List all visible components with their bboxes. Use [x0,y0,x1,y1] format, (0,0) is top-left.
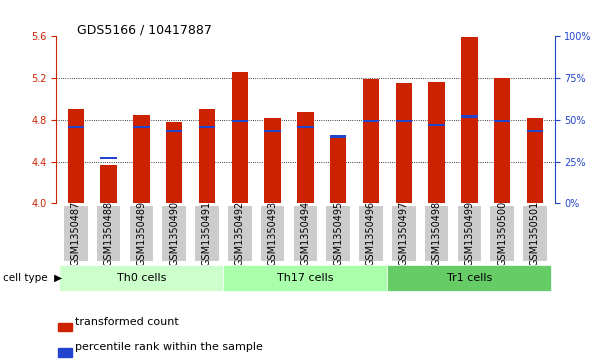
Bar [363,79,379,203]
Bar [199,109,215,203]
FancyBboxPatch shape [97,206,120,261]
Bar [231,119,248,122]
Bar [264,130,281,132]
Text: Th17 cells: Th17 cells [277,273,333,283]
FancyBboxPatch shape [490,206,514,261]
Bar [527,118,543,203]
FancyBboxPatch shape [60,265,224,291]
Text: GSM1350489: GSM1350489 [136,201,146,266]
Text: GSM1350490: GSM1350490 [169,201,179,266]
Text: transformed count: transformed count [75,317,179,327]
FancyBboxPatch shape [392,206,415,261]
Text: GSM1350500: GSM1350500 [497,201,507,266]
Bar [297,126,313,128]
Text: GSM1350496: GSM1350496 [366,201,376,266]
FancyBboxPatch shape [228,206,251,261]
Text: GSM1350493: GSM1350493 [267,201,277,266]
FancyBboxPatch shape [195,206,219,261]
Text: Tr1 cells: Tr1 cells [447,273,492,283]
Bar [461,37,477,203]
Bar [231,72,248,203]
Text: Th0 cells: Th0 cells [117,273,166,283]
Bar [67,126,84,128]
Bar [58,348,73,357]
Text: GSM1350492: GSM1350492 [235,201,245,266]
Bar [166,122,182,203]
FancyBboxPatch shape [130,206,153,261]
Bar [297,113,313,203]
FancyBboxPatch shape [224,265,387,291]
FancyBboxPatch shape [425,206,448,261]
Text: percentile rank within the sample: percentile rank within the sample [75,342,263,352]
FancyBboxPatch shape [326,206,350,261]
Bar [494,119,510,122]
Text: GSM1350498: GSM1350498 [431,201,441,266]
Bar [100,157,117,159]
Bar [428,82,445,203]
Bar [133,126,149,128]
Text: GSM1350487: GSM1350487 [71,201,81,266]
FancyBboxPatch shape [387,265,551,291]
Text: GSM1350497: GSM1350497 [399,201,409,266]
FancyBboxPatch shape [457,206,481,261]
Text: GSM1350494: GSM1350494 [300,201,310,266]
Bar [461,115,477,118]
Text: GSM1350495: GSM1350495 [333,201,343,266]
Text: GSM1350488: GSM1350488 [103,201,113,266]
Bar [527,130,543,132]
Bar [395,119,412,122]
Bar [100,165,117,203]
Bar [133,115,149,203]
Bar [166,130,182,132]
Bar [330,135,346,138]
Bar [494,78,510,203]
Text: GSM1350501: GSM1350501 [530,201,540,266]
Bar [199,126,215,128]
FancyBboxPatch shape [293,206,317,261]
Bar [67,109,84,203]
Text: GDS5166 / 10417887: GDS5166 / 10417887 [77,24,212,37]
FancyBboxPatch shape [64,206,87,261]
FancyBboxPatch shape [359,206,383,261]
Bar [58,322,73,331]
FancyBboxPatch shape [261,206,284,261]
FancyBboxPatch shape [162,206,186,261]
Bar [395,83,412,203]
Bar [428,124,445,126]
Bar [264,118,281,203]
FancyBboxPatch shape [523,206,547,261]
Text: GSM1350491: GSM1350491 [202,201,212,266]
Bar [330,138,346,203]
Text: GSM1350499: GSM1350499 [464,201,474,266]
Text: cell type  ▶: cell type ▶ [3,273,62,283]
Bar [363,119,379,122]
